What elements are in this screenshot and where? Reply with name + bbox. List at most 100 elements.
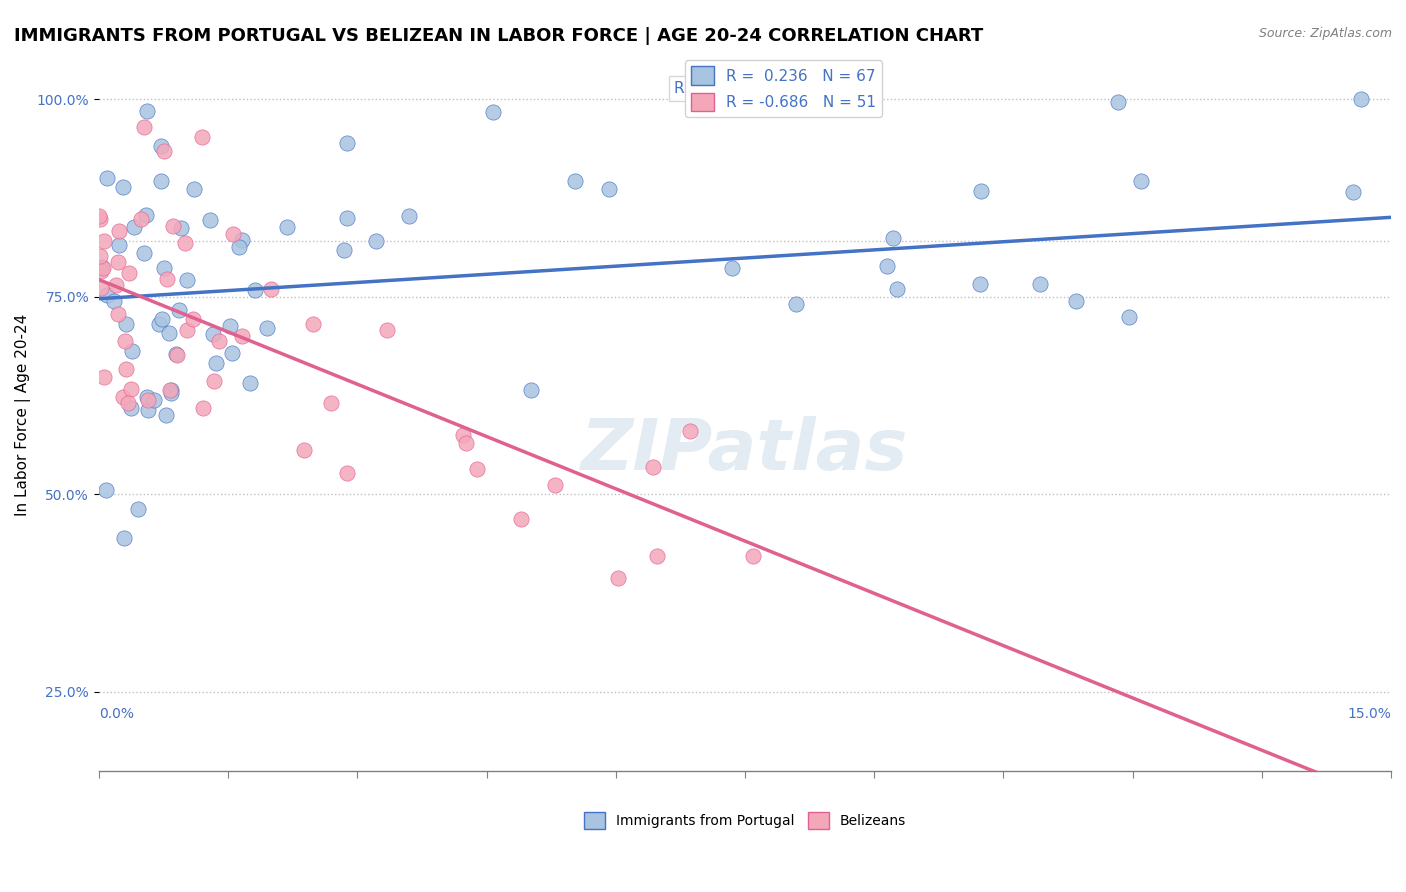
Point	[90, 281, 112, 295]
Point	[162, 219, 184, 234]
Point	[785, 296, 807, 310]
Point	[256, 320, 278, 334]
Point	[132, 120, 155, 134]
Point	[969, 277, 991, 292]
Point	[122, 219, 145, 234]
Point	[107, 307, 129, 321]
Point	[159, 386, 181, 401]
Point	[94, 483, 117, 498]
Point	[321, 396, 343, 410]
Point	[91, 261, 114, 276]
Point	[96, 287, 118, 301]
Point	[107, 254, 129, 268]
Point	[167, 302, 190, 317]
Point	[520, 383, 543, 397]
Point	[606, 571, 628, 585]
Point	[104, 278, 127, 293]
Point	[152, 312, 174, 326]
Point	[136, 392, 159, 407]
Point	[364, 234, 387, 248]
Text: ZIPatlas: ZIPatlas	[581, 417, 908, 485]
Point	[1129, 174, 1152, 188]
Point	[1350, 92, 1372, 106]
Point	[114, 334, 136, 348]
Point	[120, 382, 142, 396]
Point	[136, 104, 159, 119]
Point	[89, 212, 111, 227]
Point	[451, 428, 474, 442]
Point	[336, 136, 359, 151]
Point	[115, 317, 138, 331]
Point	[742, 549, 765, 563]
Point	[183, 312, 205, 326]
Point	[245, 283, 267, 297]
Point	[228, 240, 250, 254]
Point	[645, 549, 668, 563]
Point	[93, 370, 115, 384]
Point	[108, 224, 131, 238]
Point	[1064, 294, 1087, 309]
Point	[135, 208, 157, 222]
Point	[143, 392, 166, 407]
Point	[132, 246, 155, 260]
Point	[138, 402, 160, 417]
Point	[721, 260, 744, 275]
Point	[103, 293, 125, 308]
Point	[679, 424, 702, 438]
Point	[150, 139, 173, 153]
Point	[876, 259, 898, 273]
Text: R = 0.236   N = 67: R = 0.236 N = 67	[673, 81, 818, 96]
Point	[165, 347, 187, 361]
Point	[221, 346, 243, 360]
Point	[1107, 95, 1129, 109]
Point	[260, 281, 283, 295]
Point	[166, 348, 188, 362]
Point	[231, 329, 253, 343]
Point	[176, 273, 198, 287]
Point	[336, 211, 359, 225]
Point	[150, 174, 173, 188]
Point	[112, 390, 135, 404]
Point	[191, 130, 214, 145]
Text: IMMIGRANTS FROM PORTUGAL VS BELIZEAN IN LABOR FORCE | AGE 20-24 CORRELATION CHAR: IMMIGRANTS FROM PORTUGAL VS BELIZEAN IN …	[14, 27, 983, 45]
Legend: Immigrants from Portugal, Belizeans: Immigrants from Portugal, Belizeans	[578, 806, 911, 835]
Point	[886, 281, 908, 295]
Point	[121, 343, 143, 358]
Point	[129, 212, 152, 227]
Point	[398, 209, 420, 223]
Point	[202, 327, 225, 342]
Point	[239, 376, 262, 391]
Text: Source: ZipAtlas.com: Source: ZipAtlas.com	[1258, 27, 1392, 40]
Point	[333, 244, 356, 258]
Point	[156, 271, 179, 285]
Point	[108, 238, 131, 252]
Text: 15.0%: 15.0%	[1347, 706, 1391, 721]
Point	[302, 318, 325, 332]
Point	[456, 436, 478, 450]
Point	[1029, 277, 1052, 291]
Point	[90, 264, 112, 278]
Point	[292, 443, 315, 458]
Point	[111, 180, 134, 194]
Point	[465, 462, 488, 476]
Point	[120, 401, 142, 416]
Point	[135, 390, 157, 404]
Point	[153, 261, 176, 276]
Point	[222, 227, 245, 241]
Y-axis label: In Labor Force | Age 20-24: In Labor Force | Age 20-24	[15, 314, 31, 516]
Point	[157, 326, 180, 341]
Point	[482, 105, 505, 120]
Point	[276, 220, 298, 235]
Point	[183, 182, 205, 196]
Point	[112, 531, 135, 545]
Point	[173, 235, 195, 250]
Point	[191, 401, 214, 416]
Point	[152, 145, 174, 159]
Point	[598, 182, 620, 196]
Point	[127, 502, 149, 516]
Point	[208, 334, 231, 348]
Point	[148, 317, 170, 331]
Point	[155, 408, 177, 422]
Point	[96, 170, 118, 185]
Point	[87, 209, 110, 223]
